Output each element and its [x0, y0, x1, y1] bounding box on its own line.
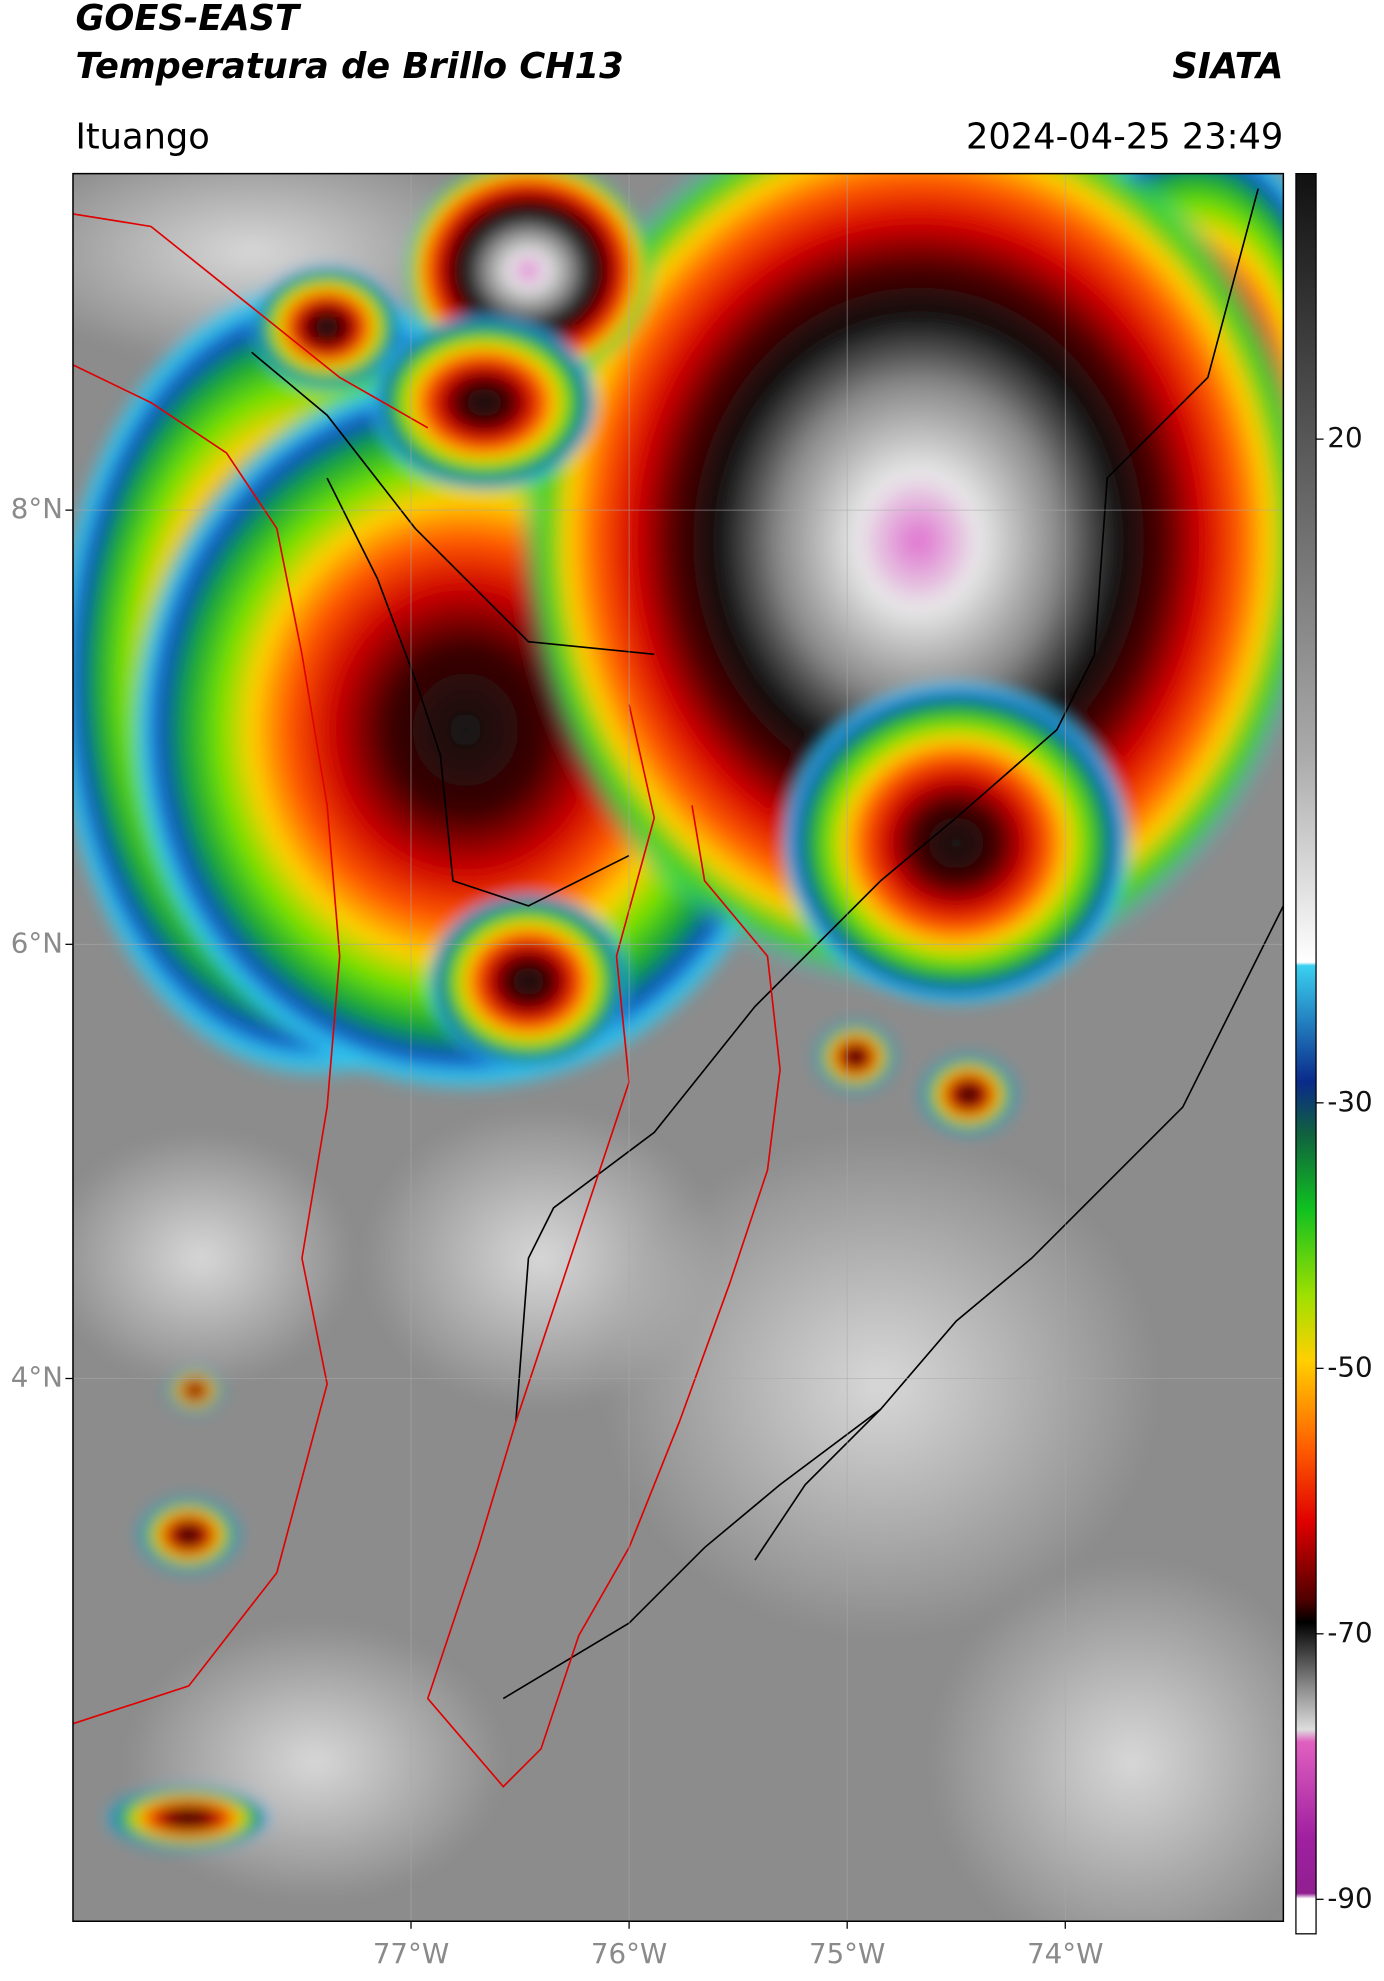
- colorbar-tick-label: -90: [1327, 1881, 1372, 1914]
- satellite-image: [72, 173, 1284, 1922]
- location: Ituango: [75, 116, 209, 157]
- colorbar-tick-label: 20: [1327, 421, 1362, 454]
- colorbar-tick-label: -50: [1327, 1350, 1372, 1383]
- brand: SIATA: [1172, 46, 1283, 87]
- map-frame: [72, 172, 1285, 1922]
- cloud-field: [72, 173, 1284, 1922]
- subtitle: Temperatura de Brillo CH13: [75, 46, 623, 87]
- datetime: 2024-04-25 23:49: [966, 116, 1283, 157]
- y-tick-label: 6°N: [11, 926, 63, 959]
- borders: [72, 188, 1284, 1788]
- colorbar: [1295, 172, 1317, 1935]
- grid: [72, 173, 1284, 1922]
- y-tick-label: 4°N: [11, 1361, 63, 1394]
- colorbar-tick-label: -30: [1327, 1085, 1372, 1118]
- x-tick-label: 75°W: [809, 1937, 885, 1970]
- x-tick-label: 76°W: [591, 1937, 667, 1970]
- title: GOES-EAST: [75, 0, 302, 39]
- colorbar-tick-label: -70: [1327, 1616, 1372, 1649]
- y-tick-label: 8°N: [11, 492, 63, 525]
- x-tick-label: 74°W: [1027, 1937, 1103, 1970]
- x-tick-label: 77°W: [373, 1937, 449, 1970]
